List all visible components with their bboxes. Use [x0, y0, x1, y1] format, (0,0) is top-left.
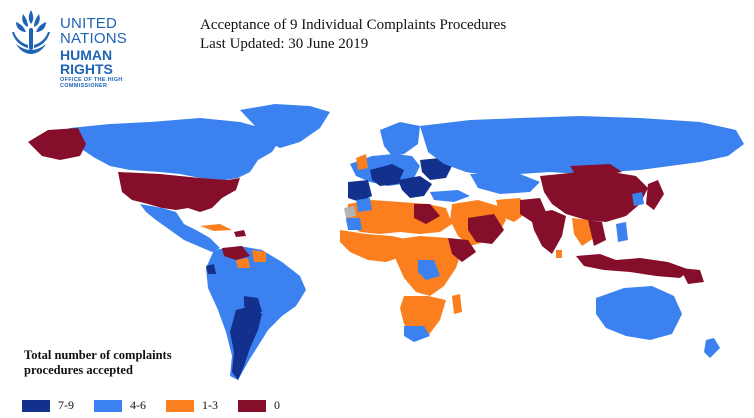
- legend-label-4-6: 4-6: [130, 398, 146, 412]
- region-turkey: [430, 190, 470, 202]
- region-alaska: [28, 128, 86, 160]
- world-map: [28, 104, 744, 380]
- map-subtitle: Last Updated: 30 June 2019: [200, 36, 369, 52]
- un-human-rights-logo: UNITED NATIONS HUMAN RIGHTS OFFICE OF TH…: [8, 6, 158, 88]
- un-emblem-icon: [12, 10, 50, 54]
- region-france-germany: [370, 164, 404, 186]
- legend-label-0: 0: [274, 398, 280, 412]
- legend-title-line2: procedures accepted: [24, 363, 133, 377]
- legend-swatch-7-9: [22, 400, 50, 412]
- region-india: [530, 210, 566, 254]
- legend-swatch-1-3: [166, 400, 194, 412]
- region-usa: [118, 172, 240, 212]
- legend-swatch-4-6: [94, 400, 122, 412]
- region-greenland: [240, 104, 330, 148]
- region-mongolia: [570, 164, 622, 176]
- region-australia: [596, 286, 682, 340]
- region-caribbean: [234, 230, 246, 237]
- region-southeast-asia: [572, 218, 594, 246]
- region-new-zealand: [704, 338, 720, 358]
- region-iberia: [348, 180, 372, 202]
- region-suriname: [236, 258, 250, 268]
- region-papua-new-guinea: [680, 268, 704, 284]
- logo-line-united-nations: UNITED NATIONS: [60, 15, 127, 47]
- logo-line-office: OFFICE OF THE HIGH COMMISSIONER: [60, 77, 123, 89]
- region-indochina: [588, 220, 606, 246]
- map-titles: Acceptance of 9 Individual Complaints Pr…: [200, 16, 506, 54]
- region-philippines: [616, 222, 628, 242]
- region-sri-lanka: [556, 250, 562, 258]
- map-title: Acceptance of 9 Individual Complaints Pr…: [200, 17, 507, 33]
- region-indonesia: [576, 254, 690, 278]
- region-japan: [646, 180, 664, 210]
- region-mexico: [140, 204, 220, 252]
- region-horn-of-africa: [448, 238, 476, 262]
- region-russia: [420, 116, 744, 176]
- region-uk: [356, 154, 368, 170]
- region-arabia: [468, 214, 504, 244]
- region-mauritania: [346, 218, 362, 230]
- region-south-africa: [404, 326, 430, 342]
- region-italy-balkans: [398, 176, 432, 198]
- region-korea: [632, 192, 644, 206]
- legend-label-7-9: 7-9: [58, 398, 74, 412]
- region-east-africa: [418, 260, 440, 280]
- region-morocco: [356, 198, 372, 212]
- region-scandinavia: [380, 122, 420, 156]
- region-argentina: [230, 306, 262, 380]
- region-cuba: [200, 224, 232, 231]
- region-ecuador: [206, 264, 216, 274]
- legend-title-line1: Total number of complaints: [24, 348, 172, 362]
- region-madagascar: [452, 294, 462, 314]
- region-china: [540, 172, 648, 222]
- region-western-sahara: [344, 206, 356, 218]
- region-guianas: [252, 250, 266, 262]
- region-egypt-libya: [414, 204, 440, 224]
- region-venezuela: [222, 246, 250, 260]
- legend-label-1-3: 1-3: [202, 398, 218, 412]
- legend: 7-9 4-6 1-3 0: [22, 398, 352, 412]
- logo-wordmark: UNITED NATIONS HUMAN RIGHTS OFFICE OF TH…: [60, 16, 158, 89]
- region-paraguay: [244, 296, 262, 314]
- region-west-africa: [340, 230, 410, 262]
- legend-swatch-0: [238, 400, 266, 412]
- legend-title: Total number of complaints procedures ac…: [24, 348, 234, 378]
- region-canada: [40, 118, 280, 180]
- logo-line-human-rights: HUMAN RIGHTS: [60, 47, 113, 77]
- region-kazakhstan: [470, 174, 540, 194]
